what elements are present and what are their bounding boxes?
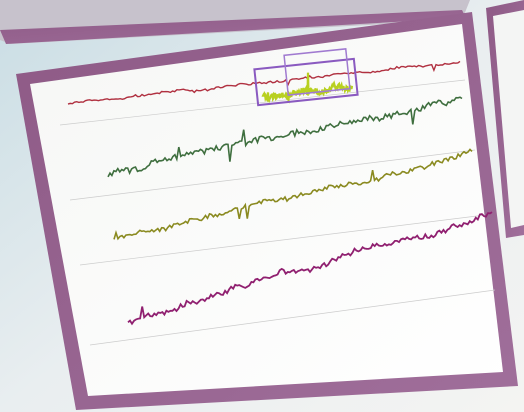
right-monitor-screen: [493, 10, 524, 228]
upper-monitor-frame: [0, 10, 466, 44]
trace-line: [113, 148, 473, 241]
panel-baseline: [69, 149, 476, 201]
panel-baseline: [89, 289, 496, 346]
highlight-box: [253, 57, 359, 107]
trace-line: [107, 96, 463, 178]
highlight-box: [283, 48, 351, 96]
panel-baseline: [59, 79, 466, 126]
chart-traces: [59, 60, 496, 346]
panel-baseline: [79, 214, 486, 266]
monitor-screen: [30, 24, 503, 396]
trace-line: [67, 60, 461, 105]
trace-line: [127, 211, 493, 326]
